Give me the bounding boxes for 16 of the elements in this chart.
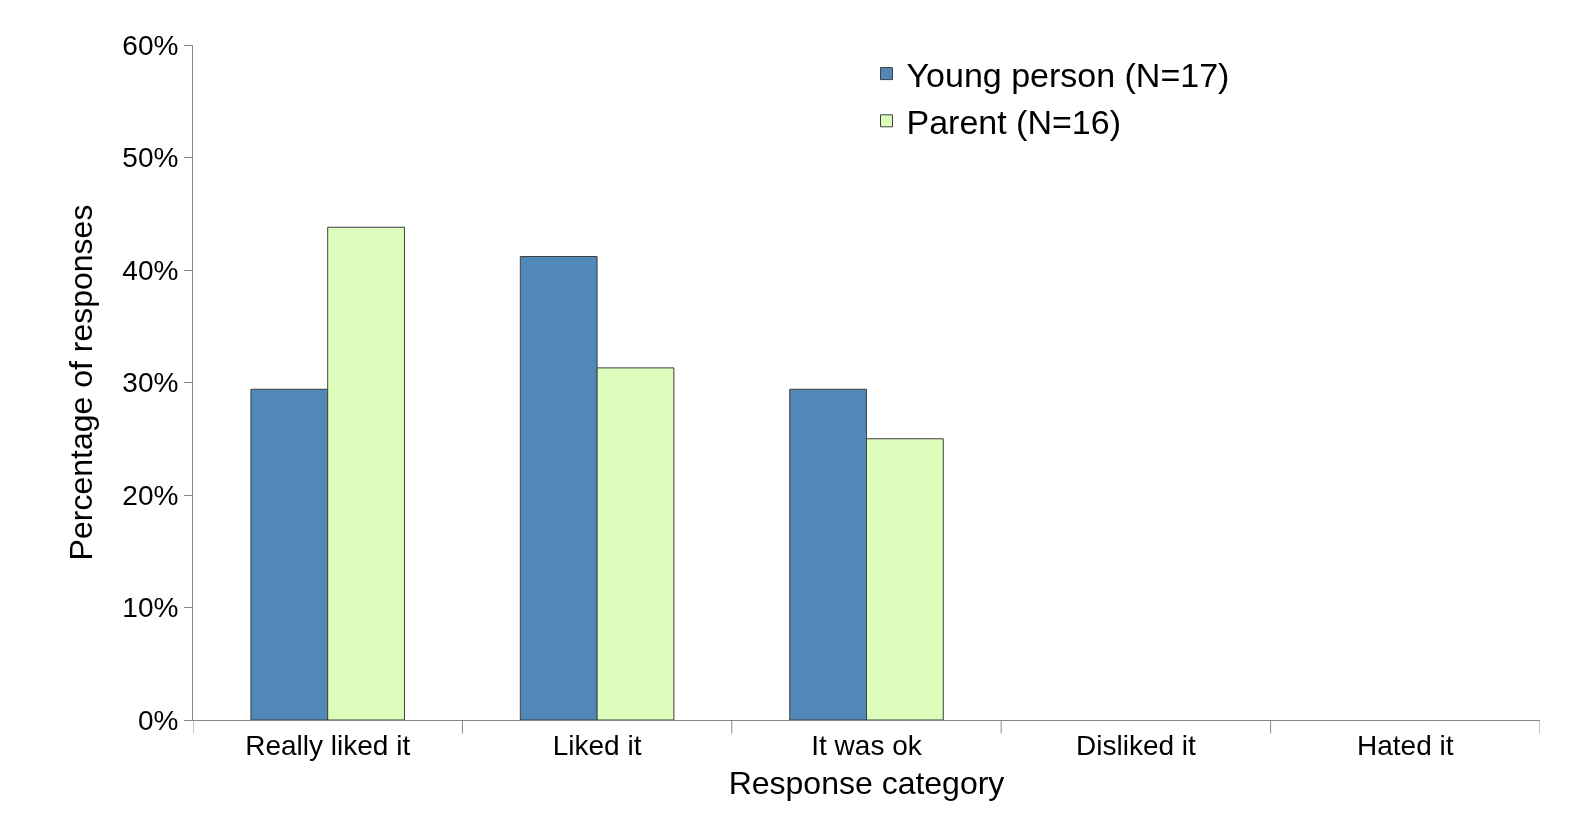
x-axis-title: Response category	[728, 765, 1005, 802]
x-tick-label: Really liked it	[245, 729, 411, 761]
legend-label: Parent (N=16)	[906, 103, 1121, 142]
y-tick-label: 50%	[122, 142, 179, 174]
y-tick-label: 10%	[122, 592, 179, 624]
x-tick-label: Liked it	[552, 729, 642, 761]
x-tick-label: Disliked it	[1075, 729, 1197, 761]
legend-label: Young person (N=17)	[906, 55, 1230, 94]
x-tick-label: It was ok	[811, 729, 923, 761]
y-axis-title: Percentage of responses	[62, 204, 99, 561]
y-tick-label: 0%	[137, 704, 179, 736]
y-tick-label: 30%	[122, 367, 179, 399]
y-tick-label: 20%	[122, 479, 179, 511]
y-tick-label: 60%	[122, 29, 179, 61]
y-tick-label: 40%	[122, 254, 179, 286]
x-tick-label: Hated it	[1357, 729, 1454, 761]
